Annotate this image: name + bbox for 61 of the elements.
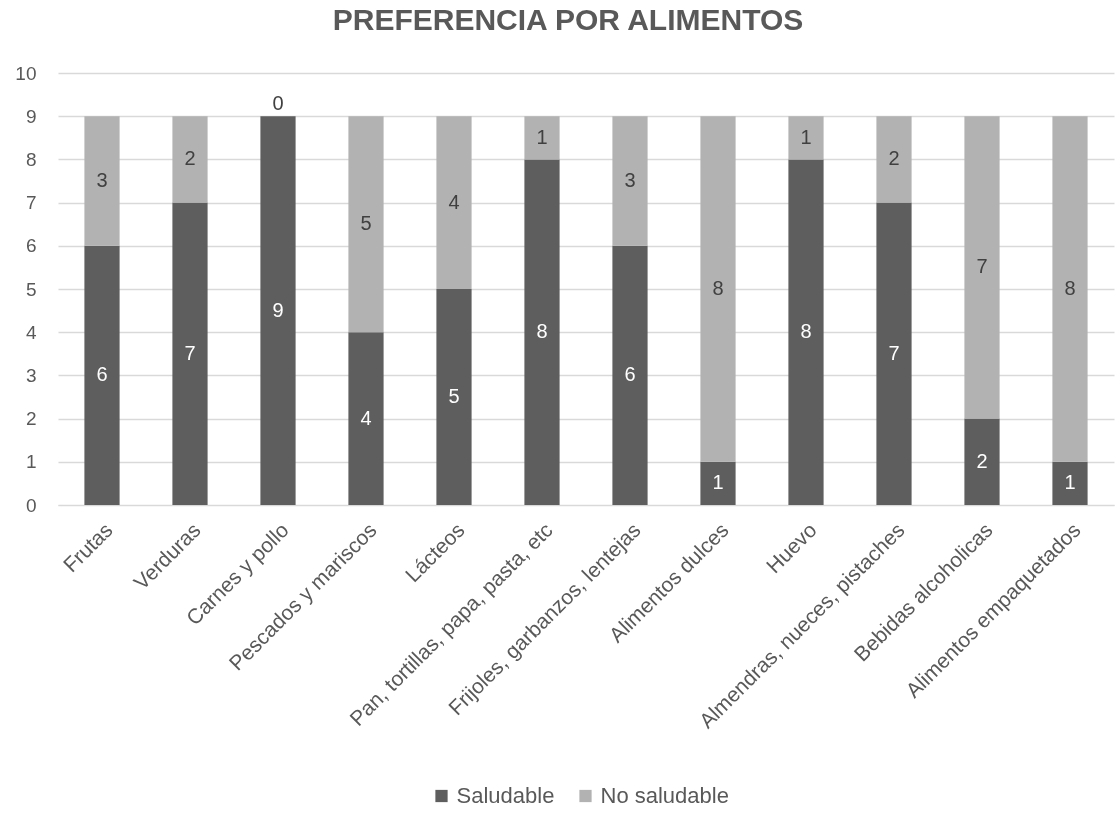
y-tick-label: 8 bbox=[25, 148, 37, 170]
bar bbox=[84, 116, 120, 246]
bar bbox=[84, 245, 120, 505]
y-tick-label: 5 bbox=[25, 278, 37, 300]
bar bbox=[964, 418, 1000, 505]
bar bbox=[700, 116, 736, 462]
bar bbox=[700, 461, 736, 505]
bar bbox=[964, 116, 1000, 419]
bar bbox=[788, 159, 824, 505]
y-tick-label: 0 bbox=[25, 494, 37, 516]
data-label: 8 bbox=[1064, 277, 1076, 299]
data-label: 1 bbox=[536, 125, 548, 148]
y-tick-label: 2 bbox=[25, 408, 37, 430]
data-label: 8 bbox=[712, 277, 724, 299]
bar bbox=[1052, 116, 1088, 462]
bar bbox=[436, 289, 472, 505]
bar bbox=[876, 116, 912, 203]
bar bbox=[1052, 461, 1088, 505]
chart-title: PREFERENCIA POR ALIMENTOS bbox=[332, 3, 804, 36]
y-tick-label: 9 bbox=[25, 105, 37, 127]
y-tick-label: 4 bbox=[25, 321, 37, 343]
bar bbox=[348, 116, 384, 333]
bar bbox=[876, 202, 912, 505]
bar bbox=[612, 116, 648, 246]
bar bbox=[172, 116, 208, 203]
data-label: 1 bbox=[800, 125, 812, 148]
data-label: 2 bbox=[976, 449, 988, 472]
bar bbox=[612, 245, 648, 505]
data-label: 8 bbox=[800, 320, 812, 343]
data-label: 1 bbox=[712, 471, 724, 494]
data-label: 5 bbox=[360, 212, 372, 235]
bar bbox=[788, 116, 824, 160]
data-label: 4 bbox=[360, 406, 372, 429]
bar bbox=[524, 159, 560, 505]
data-label: 7 bbox=[888, 341, 900, 364]
data-label: 2 bbox=[184, 147, 196, 170]
legend-label: No saludable bbox=[600, 783, 729, 808]
bar bbox=[260, 116, 296, 505]
y-tick-label: 1 bbox=[25, 451, 37, 473]
data-label: 2 bbox=[888, 147, 900, 170]
data-label: 5 bbox=[448, 385, 460, 407]
y-tick-label: 3 bbox=[25, 364, 37, 386]
legend-label: Saludable bbox=[456, 783, 555, 808]
data-label: 6 bbox=[624, 363, 636, 386]
y-tick-label: 7 bbox=[25, 192, 37, 214]
data-label: 7 bbox=[976, 255, 988, 278]
data-label: 4 bbox=[448, 190, 460, 213]
data-label: 7 bbox=[184, 341, 196, 364]
data-label: 3 bbox=[624, 169, 636, 191]
data-label: 6 bbox=[96, 363, 108, 386]
bar bbox=[436, 116, 472, 289]
bar bbox=[172, 202, 208, 505]
y-tick-label: 10 bbox=[15, 62, 37, 84]
bar bbox=[524, 116, 560, 160]
data-label: 8 bbox=[536, 320, 548, 343]
data-label: 9 bbox=[272, 298, 284, 321]
y-tick-label: 6 bbox=[25, 235, 37, 257]
bar bbox=[348, 332, 384, 505]
data-label: 1 bbox=[1064, 471, 1076, 494]
data-label: 3 bbox=[96, 169, 108, 191]
data-label: 0 bbox=[272, 92, 284, 115]
